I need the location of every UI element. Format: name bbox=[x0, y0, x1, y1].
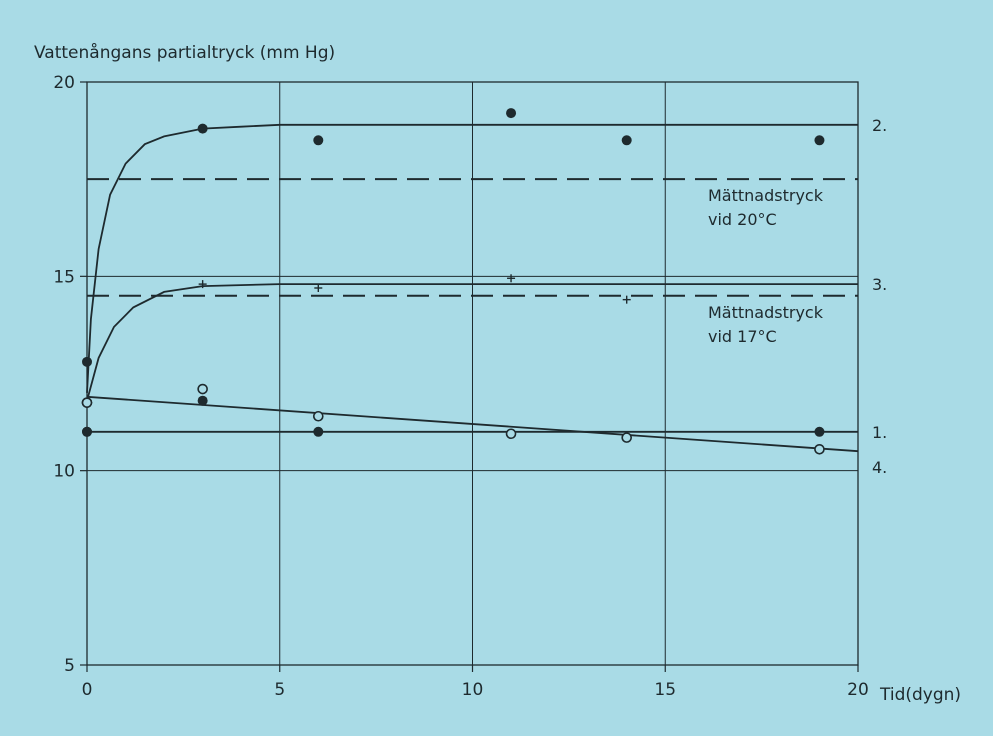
saturation-label: vid 17°C bbox=[708, 327, 777, 346]
data-point-open bbox=[197, 383, 208, 395]
data-point-filled bbox=[82, 356, 92, 367]
x-tick-label: 5 bbox=[274, 680, 285, 700]
saturation-label: vid 20°C bbox=[708, 210, 777, 229]
series-label: 1. bbox=[872, 423, 887, 442]
series-curve bbox=[86, 395, 859, 453]
x-tick-label: 20 bbox=[847, 680, 869, 700]
data-point-filled bbox=[313, 426, 324, 437]
data-point-filled bbox=[197, 123, 208, 134]
y-tick-label: 15 bbox=[53, 267, 75, 287]
y-tick-label: 5 bbox=[64, 656, 75, 676]
y-tick-label: 10 bbox=[53, 462, 75, 482]
data-point-filled bbox=[197, 395, 208, 406]
saturation-label: Mättnadstryck bbox=[708, 303, 824, 322]
series-label: 4. bbox=[872, 458, 887, 477]
data-point-plus bbox=[314, 283, 323, 292]
y-axis-title: Vattenångans partialtryck (mm Hg) bbox=[34, 42, 335, 63]
x-axis-title: Tid(dygn) bbox=[879, 685, 961, 705]
data-point-plus bbox=[622, 295, 631, 304]
series-curve bbox=[86, 283, 858, 401]
series-label: 3. bbox=[872, 275, 887, 294]
series-curve bbox=[86, 123, 858, 393]
data-point-filled bbox=[621, 135, 632, 146]
data-point-plus bbox=[507, 274, 516, 283]
y-tick-label: 20 bbox=[53, 73, 75, 93]
data-point-open bbox=[81, 397, 93, 408]
series-label: 2. bbox=[872, 116, 887, 135]
x-tick-label: 10 bbox=[462, 680, 484, 700]
data-point-open bbox=[312, 410, 324, 422]
data-point-open bbox=[814, 443, 825, 455]
x-tick-label: 0 bbox=[82, 680, 93, 700]
data-point-filled bbox=[82, 426, 92, 437]
data-point-filled bbox=[814, 135, 825, 146]
saturation-label: Mättnadstryck bbox=[708, 186, 824, 205]
data-point-filled bbox=[506, 108, 517, 119]
data-point-plus bbox=[198, 280, 207, 289]
x-tick-label: 15 bbox=[654, 680, 676, 700]
data-point-open bbox=[621, 432, 633, 443]
data-point-filled bbox=[313, 135, 324, 146]
data-point-open bbox=[505, 428, 517, 440]
data-point-filled bbox=[814, 426, 825, 437]
